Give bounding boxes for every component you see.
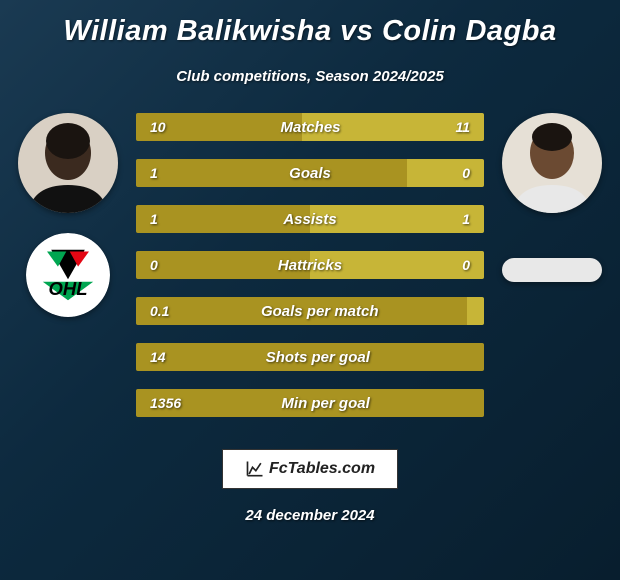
stat-left-value: 1 [150, 211, 158, 227]
stat-left-value: 1 [150, 165, 158, 181]
stat-label: Matches [281, 119, 341, 136]
stat-left-value: 14 [150, 349, 166, 365]
stats-column: 10Matches111Goals01Assists10Hattricks00.… [136, 113, 484, 417]
stat-left-value: 10 [150, 119, 166, 135]
stat-label: Assists [283, 211, 336, 228]
stat-row: 0 Hattricks 0 [136, 251, 484, 279]
stat-row: 1356 Min per goal [136, 389, 484, 417]
page-title: William Balikwisha vs Colin Dagba [63, 15, 556, 48]
stat-left-value: 0 [150, 257, 158, 273]
player-right-silhouette [502, 113, 602, 213]
stat-label: Min per goal [281, 395, 369, 412]
stat-right-value: 11 [455, 119, 470, 135]
stat-left-value: 0.1 [150, 303, 169, 319]
stat-label: Hattricks [278, 257, 342, 274]
chart-icon [245, 459, 265, 479]
player-left-photo [18, 113, 118, 213]
stat-row: 1 Goals 0 [136, 159, 484, 187]
player-right-club-placeholder [502, 258, 602, 282]
stat-label: Goals [289, 165, 331, 182]
stat-right-value: 1 [462, 211, 470, 227]
stat-row: 0.1 Goals per match [136, 297, 484, 325]
branding-badge: FcTables.com [222, 449, 398, 489]
comparison-row: OHL 10Matches111Goals01Assists10Hattrick… [0, 113, 620, 417]
svg-text:OHL: OHL [49, 278, 88, 299]
player-left-club-logo: OHL [26, 233, 110, 317]
date-text: 24 december 2024 [245, 507, 374, 524]
player-right-photo [502, 113, 602, 213]
player-right-column [492, 113, 612, 282]
stat-row: 10 Matches 11 [136, 113, 484, 141]
branding-text: FcTables.com [269, 460, 375, 478]
stat-label: Shots per goal [266, 349, 370, 366]
stat-left-value: 1356 [150, 395, 181, 411]
player-left-column: OHL [8, 113, 128, 317]
stat-right-value: 0 [462, 257, 470, 273]
stat-right-value: 0 [462, 165, 470, 181]
stat-label: Goals per match [261, 303, 379, 320]
stat-row: 14 Shots per goal [136, 343, 484, 371]
stat-row: 1 Assists 1 [136, 205, 484, 233]
subtitle: Club competitions, Season 2024/2025 [176, 68, 444, 85]
player-left-silhouette [18, 113, 118, 213]
